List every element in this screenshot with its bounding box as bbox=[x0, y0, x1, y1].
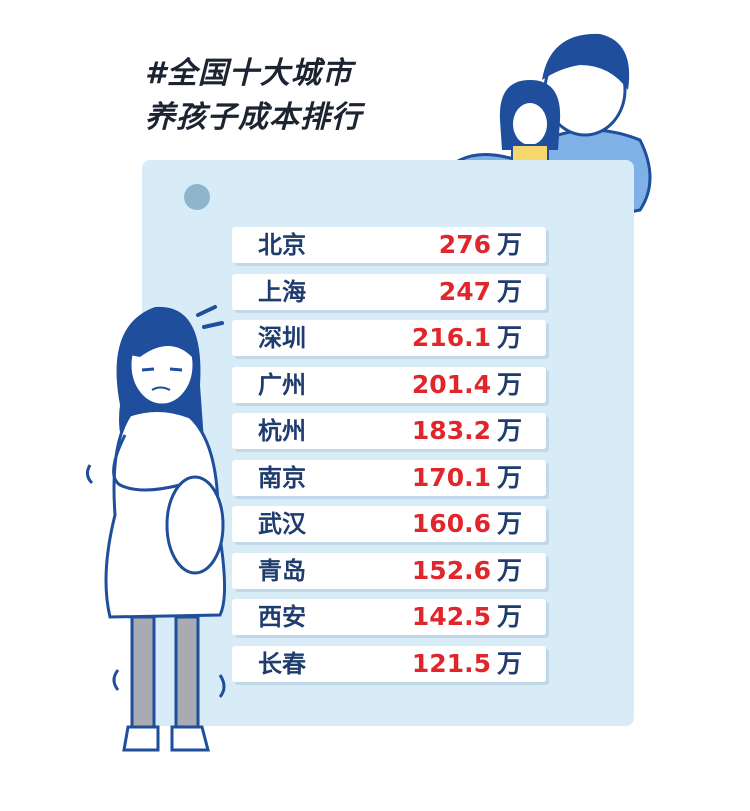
cost-value: 201.4 万 bbox=[412, 367, 522, 403]
title-line-2: 养孩子成本排行 bbox=[145, 100, 362, 135]
cost-unit: 万 bbox=[496, 369, 522, 399]
cost-number: 121.5 bbox=[411, 648, 491, 678]
ranking-row: 杭州 183.2 万 bbox=[232, 413, 546, 449]
ranking-row: 青岛 152.6 万 bbox=[232, 552, 546, 589]
cost-number: 216.1 bbox=[411, 323, 491, 352]
ranking-row: 武汉 160.6 万 bbox=[232, 506, 546, 542]
cost-value: 276 万 bbox=[439, 227, 522, 263]
ranking-row: 长春 121.5 万 bbox=[232, 645, 546, 682]
city-name: 杭州 bbox=[258, 417, 306, 445]
cost-number: 276 bbox=[438, 230, 491, 259]
cost-number: 201.4 bbox=[411, 369, 491, 399]
city-name: 武汉 bbox=[258, 510, 306, 538]
title-line-1: #全国十大城市 bbox=[145, 56, 353, 91]
cost-value: 170.1 万 bbox=[412, 460, 522, 496]
city-name: 西安 bbox=[258, 603, 306, 631]
cost-value: 247 万 bbox=[439, 274, 522, 310]
cost-unit: 万 bbox=[496, 323, 522, 352]
cost-number: 160.6 bbox=[411, 509, 491, 538]
pregnant-woman-illustration bbox=[85, 305, 226, 752]
cost-unit: 万 bbox=[496, 648, 522, 678]
cost-unit: 万 bbox=[496, 230, 522, 259]
cost-unit: 万 bbox=[496, 509, 522, 538]
city-name: 青岛 bbox=[258, 556, 306, 585]
cost-number: 142.5 bbox=[411, 602, 491, 631]
cost-value: 216.1 万 bbox=[412, 320, 522, 356]
cost-unit: 万 bbox=[496, 416, 522, 445]
cost-value: 142.5 万 bbox=[412, 599, 522, 635]
city-name: 深圳 bbox=[258, 324, 306, 352]
board-pin bbox=[184, 184, 210, 210]
city-name: 广州 bbox=[258, 370, 306, 399]
ranking-row: 广州 201.4 万 bbox=[232, 366, 546, 403]
cost-value: 121.5 万 bbox=[412, 646, 522, 682]
city-name: 上海 bbox=[258, 277, 306, 306]
cost-number: 152.6 bbox=[411, 555, 491, 585]
city-name: 北京 bbox=[258, 231, 306, 259]
ranking-row: 上海 247 万 bbox=[232, 273, 546, 310]
cost-unit: 万 bbox=[496, 462, 522, 492]
city-name: 南京 bbox=[258, 463, 306, 492]
cost-number: 170.1 bbox=[411, 462, 491, 492]
city-name: 长春 bbox=[258, 649, 306, 678]
ranking-row: 南京 170.1 万 bbox=[232, 459, 546, 496]
ranking-row: 深圳 216.1 万 bbox=[232, 320, 546, 356]
cost-unit: 万 bbox=[496, 602, 522, 631]
cost-unit: 万 bbox=[496, 276, 522, 306]
page-title: #全国十大城市 养孩子成本排行 bbox=[145, 52, 362, 140]
cost-number: 183.2 bbox=[411, 416, 491, 445]
cost-number: 247 bbox=[438, 276, 491, 306]
ranking-row: 北京 276 万 bbox=[232, 227, 546, 263]
cost-unit: 万 bbox=[496, 555, 522, 585]
ranking-row: 西安 142.5 万 bbox=[232, 599, 546, 635]
cost-value: 183.2 万 bbox=[412, 413, 522, 449]
ranking-list: 北京 276 万 上海 247 万 深圳 216.1 万 广州 201.4 万 杭州 1… bbox=[232, 227, 546, 692]
cost-value: 160.6 万 bbox=[412, 506, 522, 542]
cost-value: 152.6 万 bbox=[412, 553, 522, 589]
